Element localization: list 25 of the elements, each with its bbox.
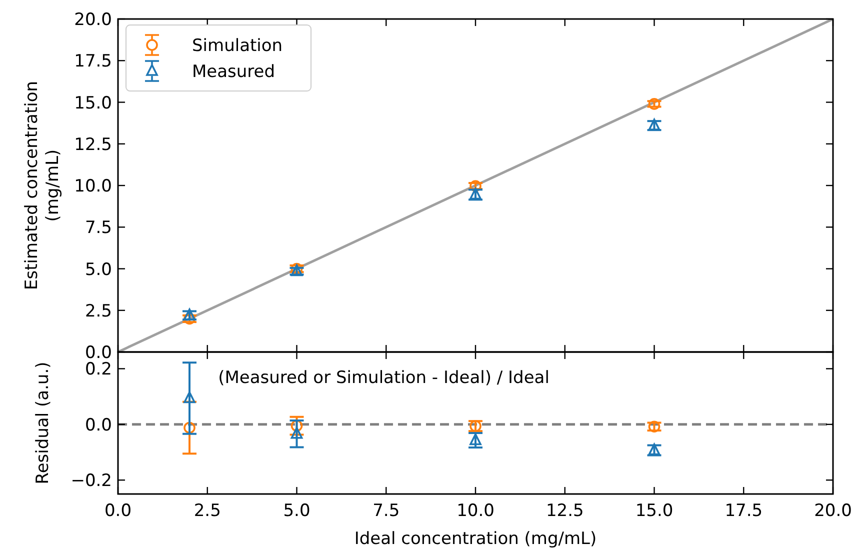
x-axis-title: Ideal concentration (mg/mL) [354, 529, 597, 549]
y-tick-label: −0.2 [70, 471, 112, 492]
x-tick-label: 2.5 [194, 501, 221, 521]
y-tick-label: 20.0 [74, 10, 112, 30]
x-tick-label: 10.0 [456, 501, 494, 521]
x-tick-label: 12.5 [546, 501, 584, 521]
x-tick-label: 7.5 [372, 501, 400, 521]
x-tick-label: 17.5 [724, 501, 763, 521]
annotation: (Measured or Simulation - Ideal) / Ideal [218, 368, 550, 388]
y-axis-title: Estimated concentration (mg/mL) [22, 80, 63, 290]
y-tick-label: 7.5 [84, 218, 112, 238]
y-tick-label: 12.5 [74, 134, 112, 155]
x-tick-label: 15.0 [635, 501, 674, 521]
x-tick-label: 20.0 [814, 501, 852, 521]
y-tick-label: 5.0 [84, 260, 112, 280]
y-tick-label: 2.5 [84, 301, 112, 322]
legend-label: Simulation [192, 36, 283, 56]
x-tick-label: 5.0 [283, 501, 310, 521]
y-axis-title: Residual (a.u.) [33, 362, 53, 484]
y-tick-label: 17.5 [74, 52, 112, 72]
legend-label: Measured [192, 62, 276, 82]
y-tick-label: 0.0 [84, 415, 112, 436]
y-tick-label: 15.0 [74, 93, 112, 114]
x-tick-label: 0.0 [104, 501, 132, 521]
y-tick-label: 10.0 [74, 176, 112, 196]
